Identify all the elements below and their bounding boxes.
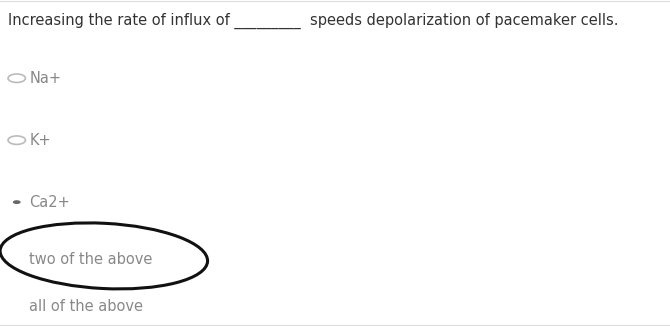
Ellipse shape — [13, 200, 21, 204]
Text: Ca2+: Ca2+ — [29, 195, 70, 210]
Text: two of the above: two of the above — [29, 252, 153, 267]
Text: Na+: Na+ — [29, 71, 62, 86]
Text: all of the above: all of the above — [29, 299, 143, 314]
Text: Increasing the rate of influx of _________  speeds depolarization of pacemaker c: Increasing the rate of influx of _______… — [8, 13, 618, 29]
Text: K+: K+ — [29, 133, 51, 148]
